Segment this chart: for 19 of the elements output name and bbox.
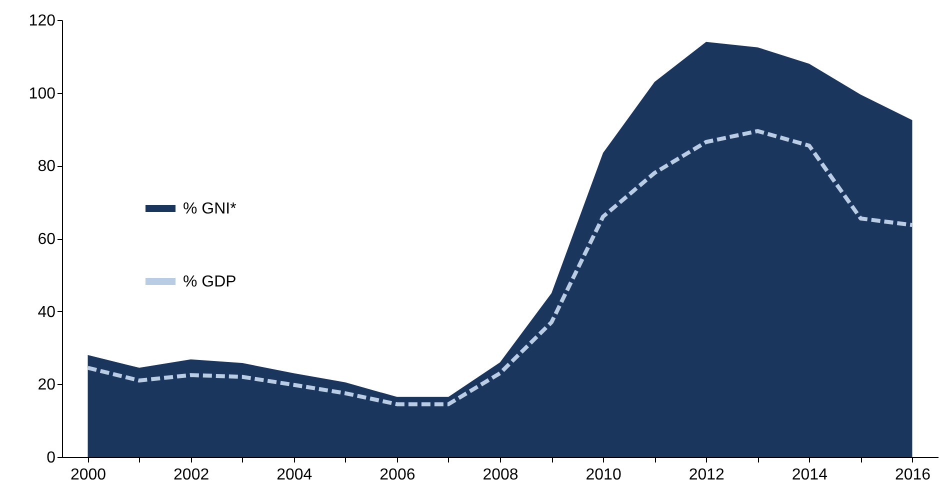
y-tick-label: 40 [38, 304, 56, 321]
y-tick-label: 20 [38, 376, 56, 394]
y-tick-label: 120 [28, 12, 56, 30]
x-tick-label: 2000 [70, 466, 106, 484]
legend-label: % GDP [183, 274, 236, 290]
y-tick-label: 60 [38, 231, 56, 248]
x-tick-label: 2016 [894, 466, 931, 484]
legend-label: % GNI* [183, 200, 236, 218]
y-tick-label: 0 [46, 450, 56, 466]
x-tick-label: 2006 [380, 466, 416, 484]
line-series [86, 129, 914, 406]
y-tick-label: 100 [28, 85, 56, 102]
x-tick-label: 2014 [792, 466, 828, 484]
x-tick-label: 2010 [586, 466, 622, 484]
x-tick-label: 2004 [276, 466, 312, 484]
y-tick-label: 80 [38, 158, 56, 176]
x-tick-label: 2008 [482, 466, 518, 484]
x-tick-label: 2012 [688, 466, 725, 484]
x-tick-label: 2002 [174, 466, 210, 484]
